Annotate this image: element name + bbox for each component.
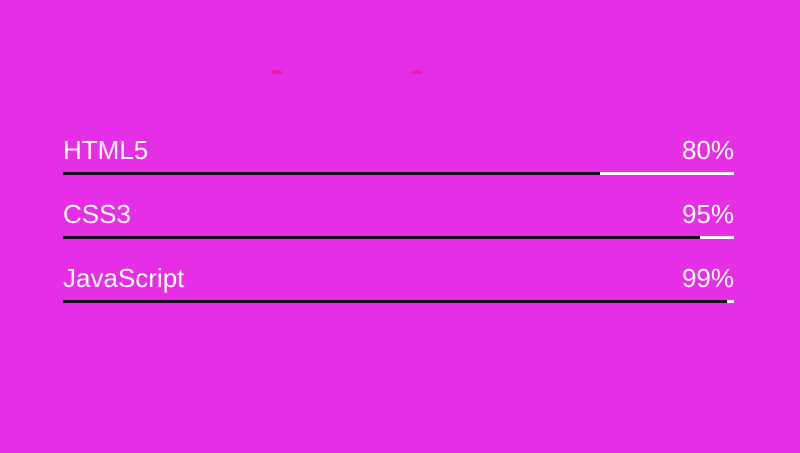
decorative-mark — [272, 70, 282, 74]
skill-row: HTML5 80% — [63, 130, 734, 172]
skill-progress-fill — [63, 236, 701, 239]
skill-item-html5: HTML5 80% — [63, 130, 734, 194]
skill-row: JavaScript 99% — [63, 258, 734, 300]
skill-progress-fill — [63, 172, 600, 175]
skill-label: CSS3 — [63, 199, 131, 229]
skill-item-css3: CSS3 95% — [63, 194, 734, 258]
skills-list: HTML5 80% CSS3 95% JavaScript 99% — [63, 130, 734, 322]
decorative-mark — [412, 70, 422, 74]
skill-label: HTML5 — [63, 135, 149, 165]
skill-label: JavaScript — [63, 263, 185, 293]
skill-percent: 99% — [681, 263, 734, 293]
skill-progress-fill — [63, 300, 728, 303]
skill-percent: 95% — [681, 199, 734, 229]
skill-row: CSS3 95% — [63, 194, 734, 236]
skill-item-javascript: JavaScript 99% — [63, 258, 734, 322]
skill-progress-bar — [63, 300, 734, 303]
skill-progress-bar — [63, 236, 734, 239]
skill-percent: 80% — [681, 135, 734, 165]
skill-progress-bar — [63, 172, 734, 175]
